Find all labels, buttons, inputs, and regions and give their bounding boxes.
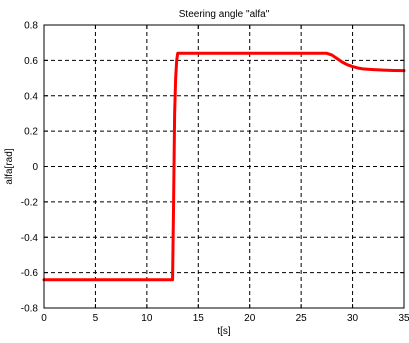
x-tick-label: 20 <box>244 313 256 324</box>
plot-frame <box>43 24 405 309</box>
y-tick-label: 0.2 <box>24 127 38 138</box>
x-tick-label: 0 <box>41 313 47 324</box>
tick-layer: 0 5 10 15 20 25 30 35 -0.8 -0.6 -0.4 -0.2 0 0.2 0.4 0.6… <box>21 21 409 325</box>
series-layer <box>42 51 406 282</box>
y-tick-label: -0.4 <box>21 233 39 244</box>
x-tick-label: 15 <box>193 313 205 324</box>
x-axis-label: t[s] <box>217 326 231 337</box>
x-tick-label: 10 <box>141 313 153 324</box>
series-line <box>42 51 406 282</box>
y-tick-label: 0.4 <box>24 91 38 102</box>
y-tick-label: -0.8 <box>21 304 39 315</box>
y-tick-label: -0.2 <box>21 197 39 208</box>
x-tick-label: 25 <box>296 313 308 324</box>
y-tick-label: -0.6 <box>21 268 39 279</box>
y-tick-label: 0 <box>32 162 38 173</box>
y-tick-label: 0.6 <box>24 56 38 67</box>
y-tick-label: 0.8 <box>24 21 38 32</box>
y-axis-label: alfa[rad] <box>4 148 15 184</box>
x-tick-label: 5 <box>93 313 99 324</box>
grid-layer <box>44 25 404 308</box>
chart-title: Steering angle "alfa" <box>179 9 270 20</box>
x-tick-label: 35 <box>398 313 409 324</box>
x-tick-label: 30 <box>347 313 359 324</box>
